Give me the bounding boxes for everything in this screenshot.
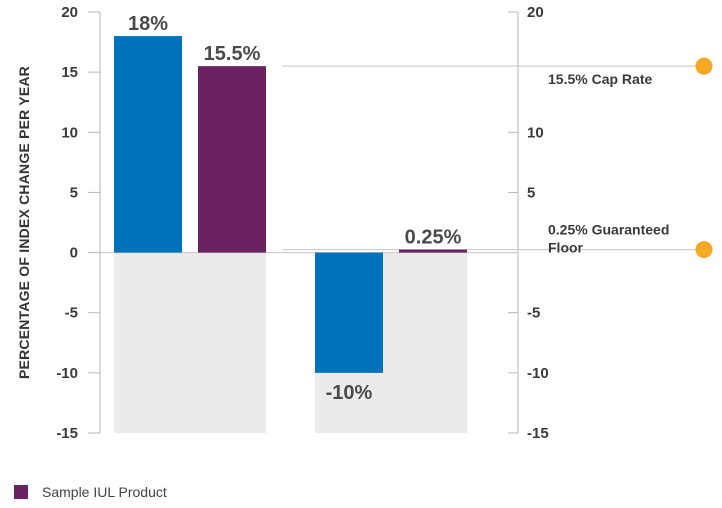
bar-1-1 [399, 249, 467, 253]
bar-data-label: 15.5% [204, 43, 261, 65]
legend-label: Sample IUL Product [42, 484, 167, 500]
reference-marker-1 [695, 241, 713, 259]
left-tick-label: 20 [61, 4, 78, 21]
reference-label: 15.5% Cap Rate [548, 71, 652, 87]
reference-label: Floor [548, 240, 584, 256]
negative-area-0 [114, 252, 266, 433]
y-axis-title: PERCENTAGE OF INDEX CHANGE PER YEAR [16, 66, 32, 379]
left-tick-label: -5 [65, 305, 78, 322]
right-tick-label: -10 [527, 365, 549, 382]
bar-0-0 [114, 36, 182, 253]
reference-marker-0 [695, 57, 713, 75]
right-tick-label: 20 [527, 4, 544, 21]
bar-0-1 [198, 66, 266, 253]
right-tick-label: 5 [527, 184, 535, 201]
right-tick-label: 10 [527, 124, 544, 141]
chart-plot: 20 15 10 5 0 -5 -10 -15 20 10 5 -5 -10 -15 15.5% Cap R… [16, 4, 713, 442]
left-tick-label: 0 [70, 245, 78, 262]
right-tick-label: -15 [527, 425, 549, 442]
bar-data-label: 18% [128, 13, 168, 35]
bar-data-label: -10% [326, 382, 373, 404]
bar-1-0 [315, 252, 383, 373]
left-tick-label: 10 [61, 124, 78, 141]
right-tick-label: -5 [527, 305, 540, 322]
left-tick-label: 5 [70, 184, 78, 201]
bar-data-label: 0.25% [405, 227, 462, 249]
legend: Sample IUL Product [14, 484, 167, 500]
left-tick-label: -15 [56, 425, 78, 442]
left-tick-label: 15 [61, 64, 78, 81]
left-tick-label: -10 [56, 365, 78, 382]
reference-label: 0.25% Guaranteed [548, 222, 669, 238]
legend-swatch [14, 485, 28, 499]
